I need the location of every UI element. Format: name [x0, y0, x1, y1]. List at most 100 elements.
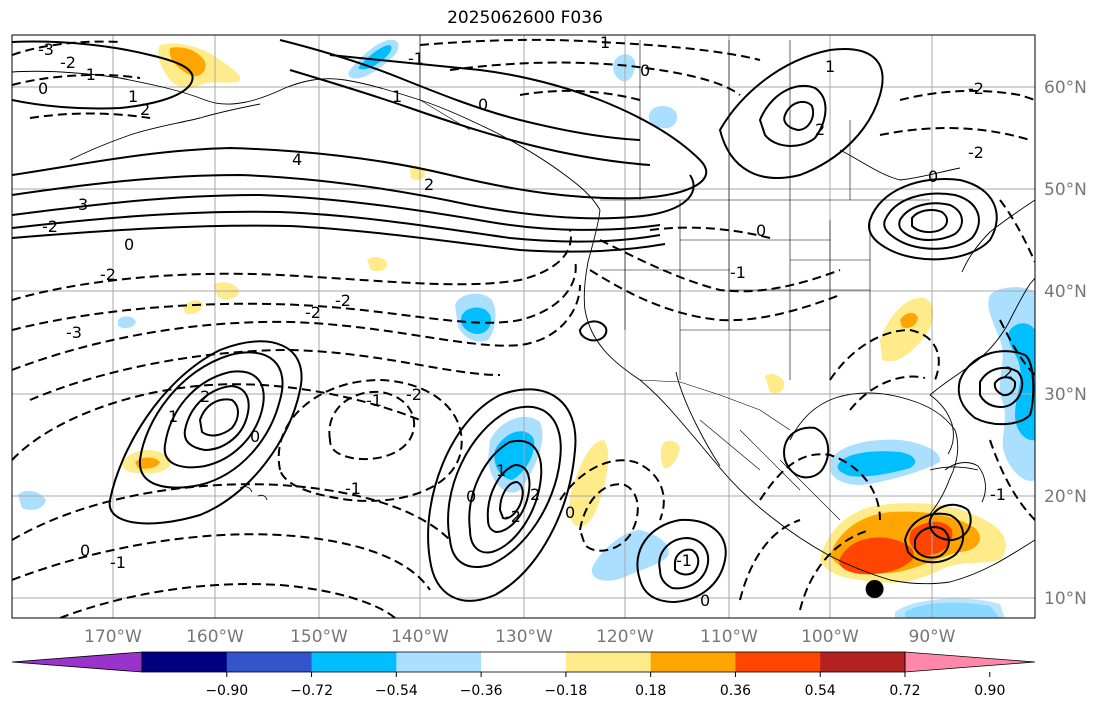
contour-label: 0	[640, 61, 650, 80]
contour-label: 1	[600, 33, 610, 52]
contour-neg-west-us-2	[589, 269, 841, 322]
contour-jet-3	[12, 193, 661, 231]
colorbar-segments	[11, 651, 1036, 673]
contour-label: -2	[42, 217, 58, 236]
contour-neg-nw-1	[12, 40, 121, 56]
contour-label: 1	[496, 461, 506, 480]
coast-canada-east	[961, 199, 1035, 273]
contour-neg-mex-1	[559, 459, 665, 521]
coast-central-america	[949, 539, 1035, 583]
contour-jet-5	[12, 224, 666, 253]
contour-label: 2	[140, 100, 150, 119]
contour-neg-pac-1	[12, 229, 572, 301]
contour-neg-mex-4	[739, 519, 801, 601]
contour-label: 1	[392, 87, 402, 106]
contour-gulf-low-2	[914, 526, 950, 559]
contour-label: 2	[1003, 363, 1013, 382]
border-alaska-canada	[419, 35, 471, 131]
contour-north-2	[279, 39, 641, 141]
colorbar-frame	[141, 651, 906, 673]
coast-east-us	[929, 277, 1035, 396]
contour-neg-west-us-3	[649, 226, 771, 239]
contour-label: 4	[292, 150, 302, 169]
colorbar-tick-label: −0.72	[290, 683, 333, 699]
contour-north-3	[289, 69, 651, 166]
contour-neg-central-1	[829, 328, 940, 381]
colorbar-segment	[820, 652, 906, 672]
border-canada-provinces	[639, 40, 851, 200]
coast-west-north-america	[583, 209, 951, 585]
lon-label: 170°W	[84, 627, 142, 647]
shade-epac-yellow-band	[568, 440, 609, 527]
contour-neg-south-1	[12, 483, 451, 541]
colorbar-segment	[311, 652, 397, 672]
colorbar-tick-label: 0.90	[974, 683, 1005, 699]
colorbar-extend-high	[904, 651, 1036, 673]
contour-neg-east-3	[999, 199, 1035, 263]
contour-label: -2	[968, 143, 984, 162]
shade-canada-blue-2	[648, 106, 678, 129]
colorbar-tick-label: 0.72	[889, 683, 920, 699]
contour-epac-high-1	[447, 405, 562, 568]
contour-label: 1	[168, 407, 178, 426]
contour-mex-high-1	[636, 518, 727, 604]
contour-label: 0	[80, 541, 90, 560]
shade-south-lightblue	[895, 598, 1005, 618]
colorbar: −0.90 −0.72 −0.54 −0.36 −0.18 0.18 0.36 0.54 0.7…	[11, 651, 1036, 699]
colorbar-segment	[650, 652, 736, 672]
colorbar-segment	[565, 652, 652, 672]
lat-label: 50°N	[1044, 180, 1087, 200]
contour-ne-low-2	[883, 192, 980, 250]
colorbar-ticks: −0.90 −0.72 −0.54 −0.36 −0.18 0.18 0.36 0.54 0.7…	[205, 672, 1005, 699]
contour-label: 0	[565, 503, 575, 522]
contour-label: 0	[124, 235, 134, 254]
coast-cuba	[929, 466, 979, 471]
coast-alaska	[12, 70, 601, 211]
contour-neg-canada-2	[449, 61, 741, 96]
colorbar-segment	[142, 652, 228, 672]
contour-label: 2	[530, 485, 540, 504]
contour-canada-high-3	[783, 100, 814, 132]
contour-neg-east-1	[899, 89, 1035, 101]
contour-label: -1	[676, 551, 692, 570]
contour-epac-zero	[427, 388, 577, 602]
contour-label: -2	[968, 79, 984, 98]
contour-label: 0	[38, 79, 48, 98]
contour-neg-canada-1	[419, 38, 761, 61]
lon-label: 120°W	[596, 627, 654, 647]
contour-epac-high-2	[468, 439, 543, 554]
contour-label: 0	[466, 487, 476, 506]
contour-label: -3	[66, 323, 82, 342]
map-title: 2025062600 F036	[447, 8, 603, 28]
shade-mexico-red-2	[909, 521, 953, 556]
shade-baja-yellow	[660, 440, 680, 469]
contour-label: 0	[928, 167, 938, 186]
contour-ne-low-4	[911, 209, 948, 234]
shade-pacific-cyan-2	[460, 307, 492, 335]
contour-hawaii-zero	[108, 340, 303, 525]
colorbar-tick-label: −0.36	[460, 683, 503, 699]
contour-epac-high-4	[498, 480, 524, 520]
contour-neg-south-2	[12, 533, 431, 591]
lat-label: 20°N	[1044, 487, 1087, 507]
contour-label: 2	[815, 120, 825, 139]
contour-baja-zero	[578, 320, 608, 342]
contour-neg-epac-low	[578, 483, 639, 552]
location-marker	[865, 580, 884, 598]
contour-neg-west-us-1	[599, 239, 841, 293]
contour-labels: -3 -2 -1 0 1 2 3 4 -2 -2 -3 -2 -2 2 1 0 …	[38, 33, 1013, 610]
contour-jet-4	[12, 210, 661, 243]
contour-label: -1	[110, 553, 126, 572]
contour-label: 0	[700, 591, 710, 610]
lat-label: 30°N	[1044, 385, 1087, 405]
contour-label: 1	[128, 87, 138, 106]
contour-label: 0	[756, 221, 766, 240]
colorbar-tick-label: 0.54	[805, 683, 836, 699]
shade-pacific-yellow-2	[367, 256, 388, 272]
coast-aleutians	[69, 103, 261, 161]
lat-axis-labels: 60°N 50°N 40°N 30°N 20°N 10°N	[1044, 78, 1087, 609]
contour-jet-2	[12, 173, 695, 220]
lon-label: 140°W	[391, 627, 449, 647]
lon-label: 110°W	[700, 627, 758, 647]
contour-neg-east-4	[999, 319, 1035, 376]
